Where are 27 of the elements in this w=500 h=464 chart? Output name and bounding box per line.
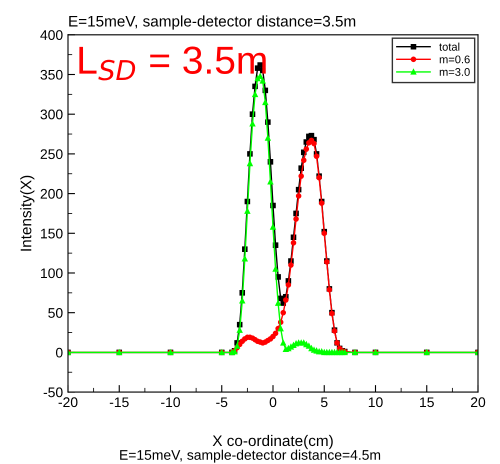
x-axis-title: X co-ordinate(cm)	[212, 434, 333, 450]
y-tick-label: 300	[40, 110, 63, 120]
x-tick-label: -20	[58, 397, 78, 408]
y-tick-label: 400	[40, 30, 63, 40]
x-tick-label: -5	[216, 397, 228, 408]
x-tick-label: 20	[470, 397, 486, 408]
annotation: L$_{SD}$ = 3.5m	[79, 46, 266, 80]
y-axis-title: Intensity(X)	[20, 176, 34, 251]
x-tick-label: -15	[110, 397, 129, 408]
x-tick-label: 10	[368, 397, 383, 408]
chart-title: E=15meV, sample-detector distance=3.5m	[69, 15, 356, 30]
y-tick-label: 50	[48, 308, 63, 318]
x-tick-label: -10	[161, 397, 180, 408]
y-tick-label: 200	[40, 188, 63, 199]
legend-label: total	[439, 42, 460, 51]
y-tick-label: 150	[41, 228, 63, 238]
y-tick-label: 100	[41, 268, 63, 278]
y-tick-label: 250	[40, 149, 63, 160]
legend-label: m=0.6	[440, 55, 470, 64]
y-tick-label: 0	[56, 348, 63, 358]
x-tick-label: 5	[320, 397, 328, 408]
x-tick-label: 0	[270, 397, 276, 408]
text: E=15meV, sample-detector distance=4.5m	[120, 450, 380, 463]
x-tick-label: 15	[420, 397, 434, 408]
legend-label: m=3.0	[440, 68, 470, 76]
y-tick-label: -50	[44, 387, 63, 398]
y-tick-label: 350	[40, 70, 63, 80]
